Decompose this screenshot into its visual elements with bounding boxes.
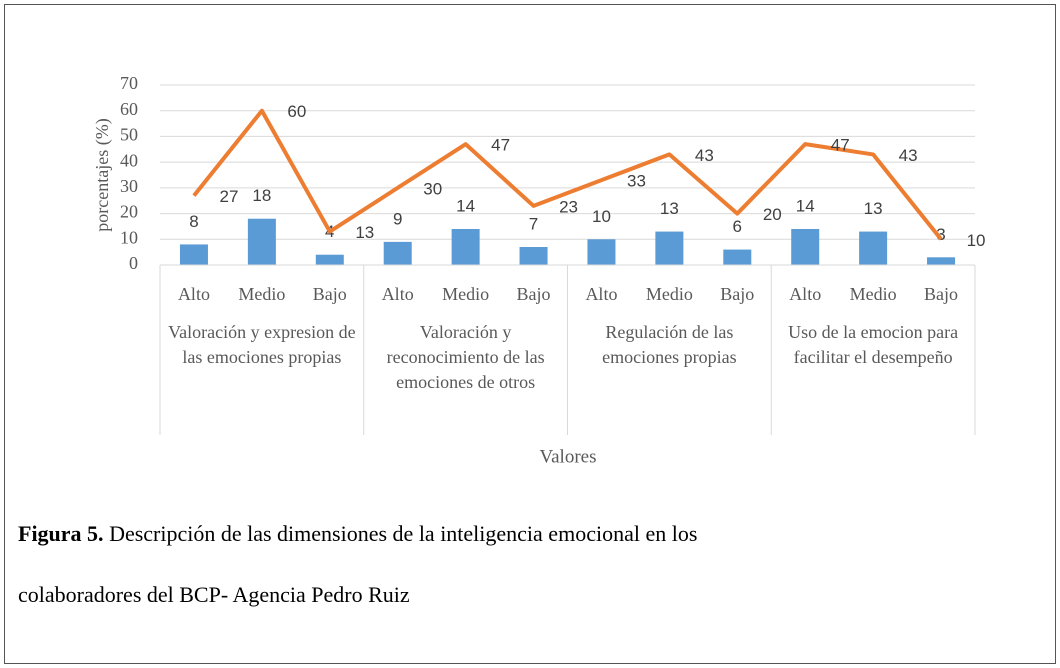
x-tick-label: Medio <box>442 284 489 304</box>
line-value-label: 23 <box>559 197 578 216</box>
line-value-label: 10 <box>967 231 986 250</box>
bar <box>383 241 412 265</box>
y-tick-label: 10 <box>120 227 138 247</box>
line-value-label: 43 <box>899 146 918 165</box>
x-tick-label: Medio <box>238 284 285 304</box>
line-value-label: 20 <box>763 205 782 224</box>
x-tick-label: Bajo <box>924 284 958 304</box>
group-label: Valoración y reconocimiento de las emoci… <box>386 322 545 392</box>
group-label: Regulación de las emociones propias <box>602 322 737 367</box>
bar <box>315 254 344 265</box>
bar-value-label: 9 <box>393 209 402 228</box>
bar-value-label: 8 <box>189 212 198 231</box>
bar-value-label: 18 <box>252 186 271 205</box>
y-tick-label: 20 <box>120 202 138 222</box>
x-axis-label: Valores <box>540 446 597 467</box>
x-tick-label: Bajo <box>720 284 754 304</box>
bar <box>723 249 752 265</box>
line-value-label: 13 <box>355 223 374 242</box>
x-tick-label: Bajo <box>313 284 347 304</box>
caption-text: Descripción de las dimensiones de la int… <box>104 521 698 546</box>
bar-value-label: 10 <box>592 207 611 226</box>
group-label-box: Valoración y reconocimiento de las emoci… <box>386 322 545 392</box>
x-tick-label: Bajo <box>517 284 551 304</box>
line-value-label: 27 <box>219 187 238 206</box>
bar <box>927 257 956 265</box>
y-tick-label: 70 <box>120 73 138 93</box>
x-tick-label: Alto <box>585 284 617 304</box>
line-value-label: 47 <box>491 136 510 155</box>
group-label-box: Regulación de las emociones propias <box>602 322 737 367</box>
group-label-box: Valoración y expresion de las emociones … <box>168 322 356 367</box>
y-tick-label: 50 <box>120 125 138 145</box>
bar-value-label: 14 <box>796 196 815 215</box>
bar <box>791 229 820 265</box>
line-value-label: 33 <box>627 172 646 191</box>
bar-value-label: 7 <box>529 214 538 233</box>
caption-text: colaboradores del BCP- Agencia Pedro Rui… <box>18 582 410 607</box>
line-value-label: 43 <box>695 146 714 165</box>
group-label-box: Uso de la emocion para facilitar el dese… <box>788 322 959 367</box>
bar-value-label: 6 <box>733 217 742 236</box>
frame <box>4 4 1056 664</box>
y-tick-label: 0 <box>129 253 138 273</box>
bar-value-label: 13 <box>660 199 679 218</box>
bar <box>859 231 888 265</box>
bar <box>587 239 616 265</box>
y-tick-label: 30 <box>120 176 138 196</box>
x-tick-label: Alto <box>382 284 414 304</box>
bar <box>247 218 276 265</box>
x-tick-label: Medio <box>850 284 897 304</box>
x-tick-label: Alto <box>178 284 210 304</box>
line-value-label: 60 <box>287 102 306 121</box>
y-tick-label: 60 <box>120 99 138 119</box>
caption: Figura 5. Descripción de las dimensiones… <box>18 521 697 546</box>
x-tick-label: Alto <box>789 284 821 304</box>
group-label: Valoración y expresion de las emociones … <box>168 322 356 367</box>
group-label: Uso de la emocion para facilitar el dese… <box>788 322 959 367</box>
bar-value-label: 13 <box>864 199 883 218</box>
bar <box>519 247 548 265</box>
caption-label: Figura 5. <box>18 521 104 546</box>
line <box>192 108 943 241</box>
bar-value-label: 14 <box>456 196 475 215</box>
line-value-label: 30 <box>423 179 442 198</box>
y-axis-label: porcentajes (%) <box>92 118 113 231</box>
bar <box>655 231 684 265</box>
bar-value-label: 3 <box>936 225 945 244</box>
line-value-label: 47 <box>831 136 850 155</box>
x-tick-label: Medio <box>646 284 693 304</box>
y-tick-label: 40 <box>120 150 138 170</box>
bar <box>451 229 480 265</box>
bar <box>179 244 208 265</box>
